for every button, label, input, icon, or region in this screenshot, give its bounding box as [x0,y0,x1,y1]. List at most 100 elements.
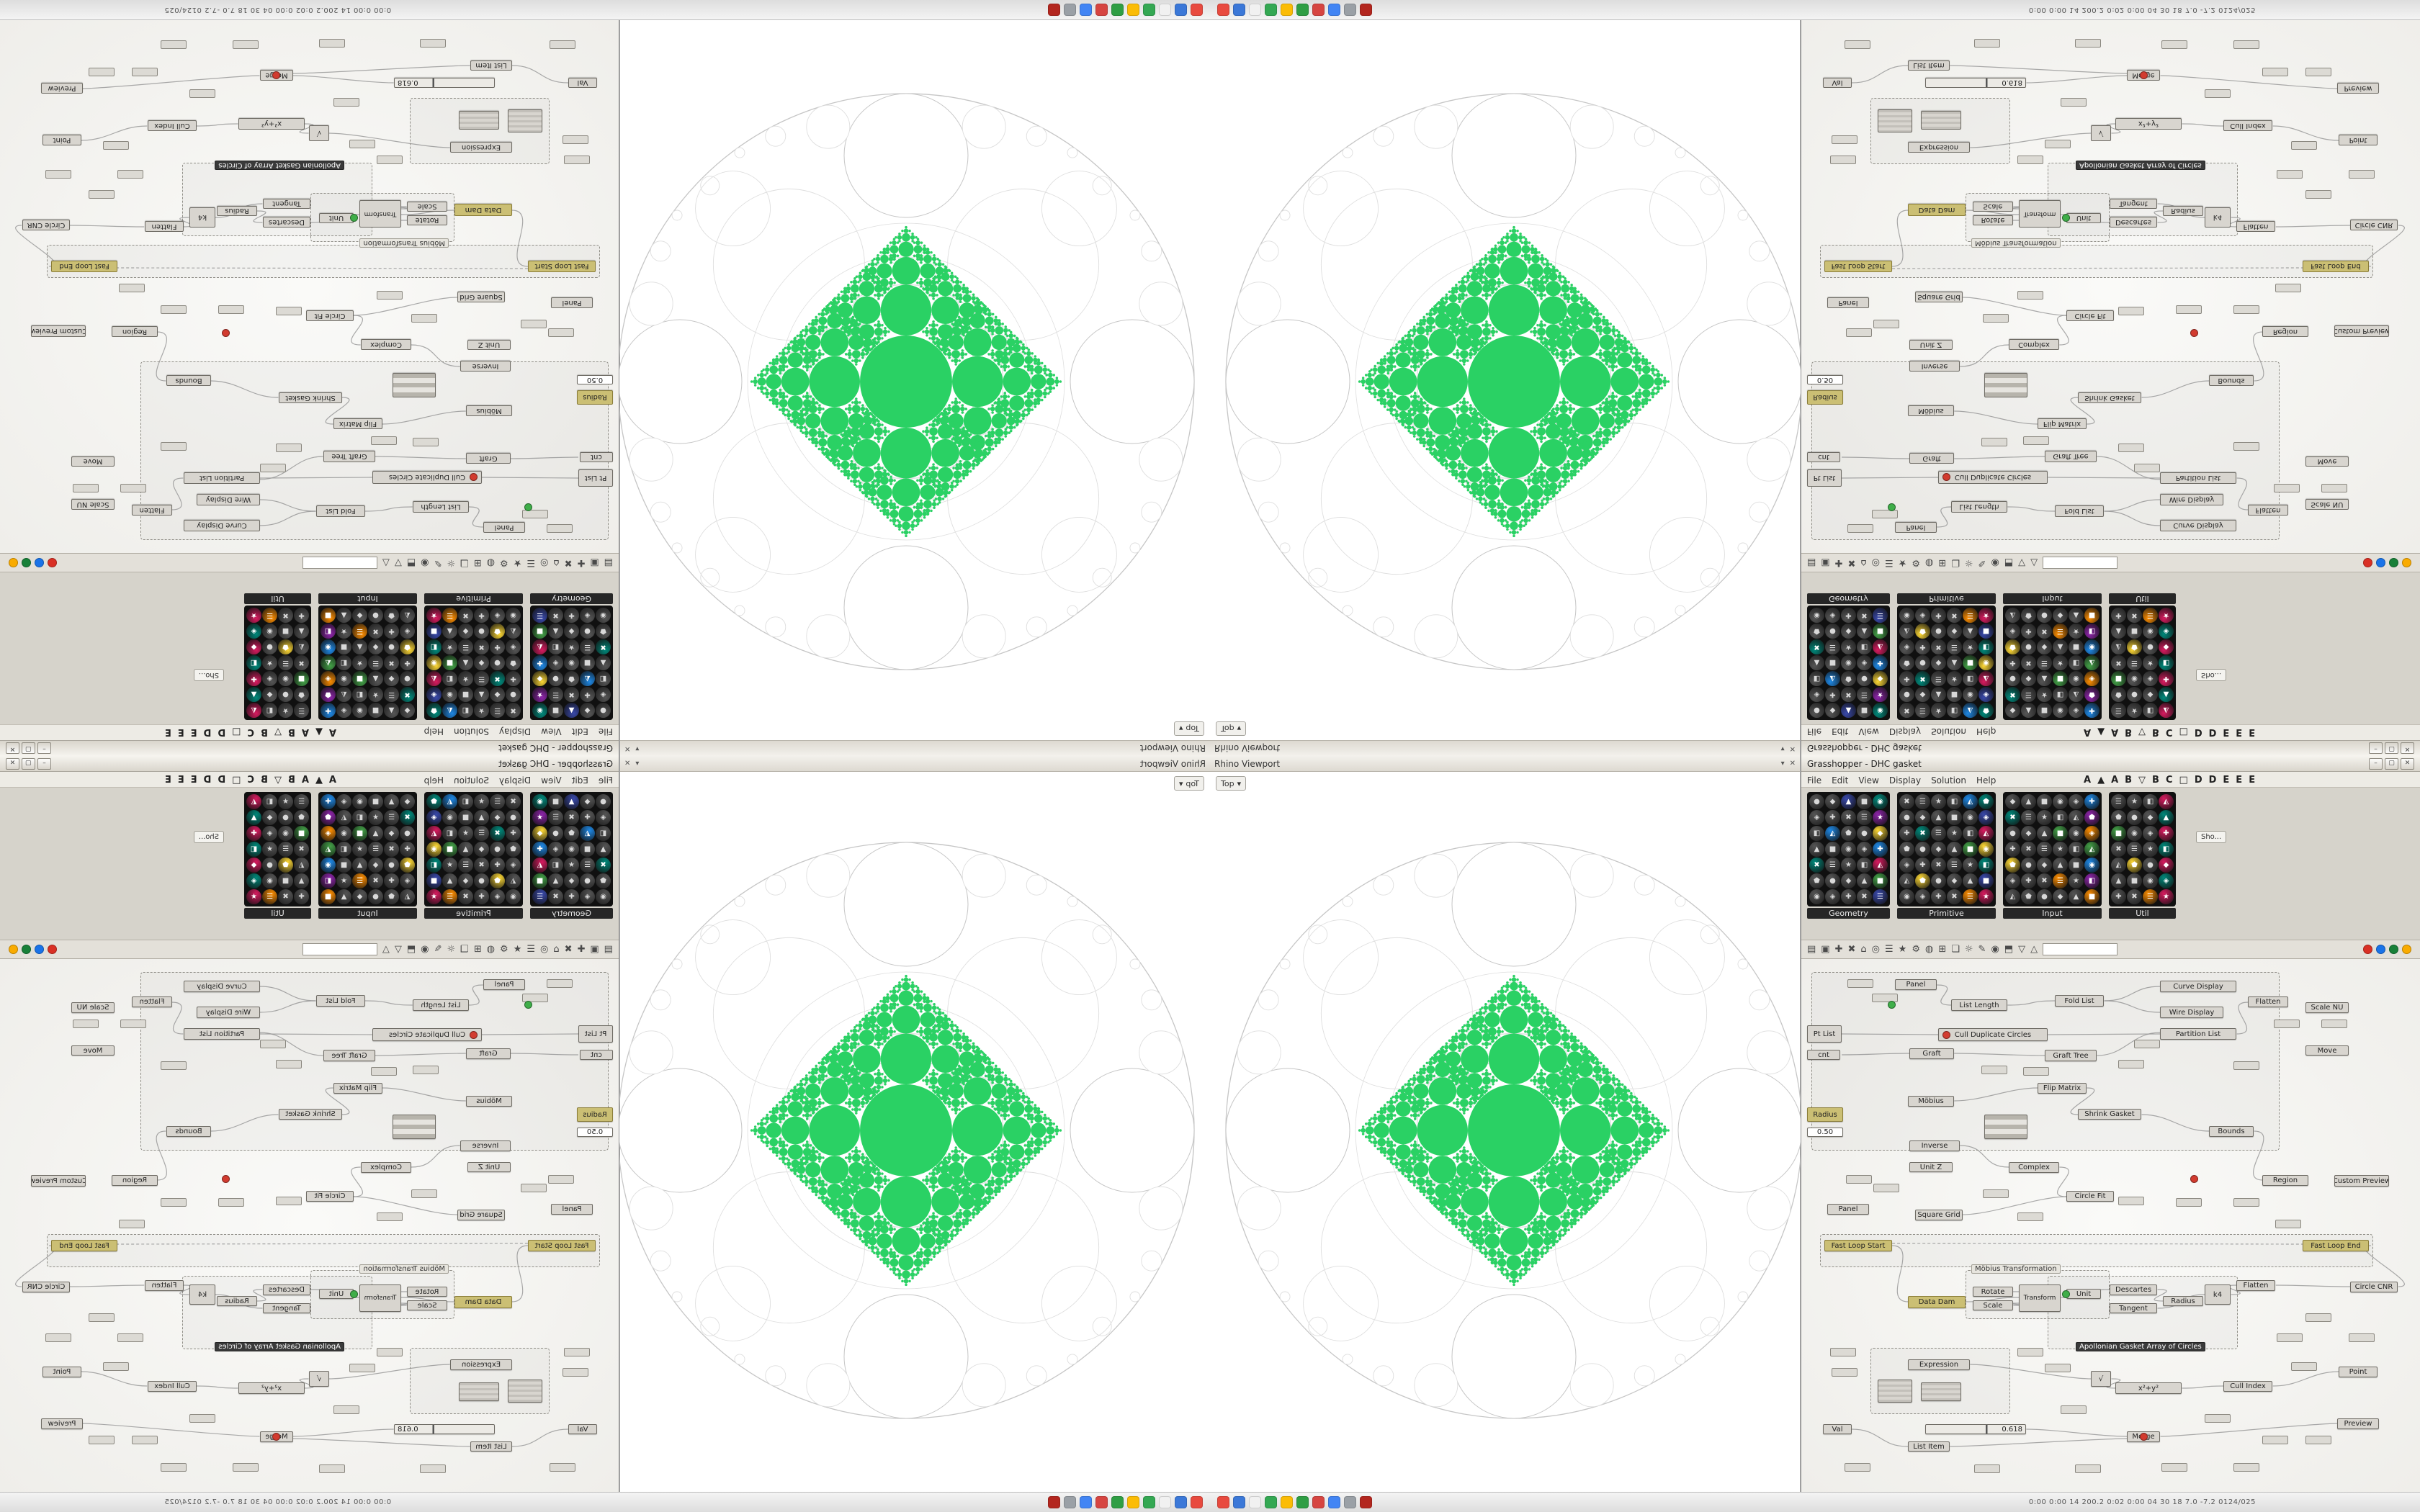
palette-tab-label[interactable]: Input [2003,593,2102,604]
viewport-close-icon[interactable]: ✕ [624,744,631,752]
component-icon[interactable]: ☰ [548,810,563,825]
component-icon[interactable]: ◭ [2005,608,2020,623]
component-icon[interactable]: ◈ [262,826,277,841]
component-icon[interactable]: ⬟ [564,826,579,841]
component-icon[interactable]: ◧ [2143,794,2158,809]
component-icon[interactable]: ◭ [2005,889,2020,904]
palette-tab-label[interactable]: Geometry [530,908,613,919]
display-mode-icon[interactable] [2363,558,2372,567]
component-icon[interactable]: ◧ [426,858,442,873]
gh-node[interactable] [459,1382,499,1401]
component-icon[interactable]: ● [580,873,595,888]
gh-node[interactable] [2023,1067,2049,1076]
component-icon[interactable]: ◧ [2143,703,2158,718]
component-icon[interactable]: ✚ [1915,858,1930,873]
gh-node[interactable]: Move [71,1045,115,1056]
component-icon[interactable]: ◭ [1825,671,1840,686]
gh-node[interactable]: Cull Duplicate Circles [1938,471,2048,484]
gh-node[interactable]: Move [71,456,115,467]
gh-node[interactable] [2017,1212,2043,1221]
viewport-dropdown-icon[interactable]: ▾ [635,744,640,752]
component-icon[interactable]: ◆ [384,671,399,686]
component-icon[interactable]: ◭ [321,842,336,857]
gh-node[interactable]: Bounds [166,1126,211,1137]
palette-tab-label[interactable]: Geometry [1807,908,1890,919]
gh-node[interactable] [2262,68,2288,76]
component-icon[interactable]: ★ [1978,889,1994,904]
gh-node[interactable] [2291,1362,2317,1371]
gh-node[interactable]: Rotate [407,215,447,225]
component-icon[interactable]: ◉ [2143,873,2158,888]
gh-node[interactable]: k4 [189,1284,215,1305]
palette-tab-label[interactable]: Primitive [1897,908,1996,919]
gh-node[interactable]: Circle CNR [2350,1282,2398,1292]
toolbar-letter-button[interactable]: □ [2179,726,2188,738]
component-icon[interactable]: ◆ [580,703,595,718]
gh-node[interactable] [1830,1348,1856,1356]
component-icon[interactable]: ■ [2037,794,2052,809]
component-icon[interactable]: ◆ [2037,639,2052,654]
gh-node[interactable]: Square Grid [1915,1210,1963,1220]
component-icon[interactable]: ★ [474,703,489,718]
gh-node[interactable] [276,1197,302,1205]
toolbar-letter-button[interactable]: ▽ [274,726,282,738]
component-icon[interactable]: ▲ [2069,889,2084,904]
component-icon[interactable]: ◧ [1963,826,1978,841]
taskbar-app-icon[interactable] [1095,4,1108,16]
taskbar-app-icon[interactable] [1191,1496,1203,1508]
menu-display[interactable]: Display [498,775,532,786]
component-icon[interactable]: ◈ [426,810,442,825]
component-icon[interactable]: ⬟ [384,608,399,623]
component-icon[interactable]: ◭ [506,873,521,888]
taskbar-app-icon[interactable] [1360,1496,1372,1508]
gh-node[interactable] [161,40,187,49]
gh-node[interactable] [2176,305,2202,314]
component-icon[interactable]: ★ [2159,608,2174,623]
view-selector[interactable]: Top ▾ [1173,776,1204,791]
gh-node[interactable]: Inverse [460,361,511,372]
gh-node[interactable] [1878,109,1912,132]
component-icon[interactable]: ◈ [336,703,351,718]
component-icon[interactable]: ◉ [321,639,336,654]
toolbar-letter-button[interactable]: B [261,774,268,786]
gh-node[interactable] [2233,1198,2259,1207]
component-icon[interactable]: ▲ [352,639,367,654]
component-icon[interactable]: ✖ [564,687,579,702]
gh-node[interactable]: Bounds [2209,375,2254,386]
component-icon[interactable]: ☰ [532,889,547,904]
palette-tab-label[interactable]: Input [318,908,417,919]
component-icon[interactable]: ✚ [1899,671,1914,686]
component-icon[interactable]: ✖ [490,671,505,686]
component-icon[interactable]: ● [368,889,383,904]
component-icon[interactable]: ▲ [564,794,579,809]
gh-node[interactable]: Graft [466,453,511,464]
component-icon[interactable]: ● [1825,873,1840,888]
component-icon[interactable]: ◆ [400,703,415,718]
menu-edit[interactable]: Edit [1832,775,1849,786]
component-icon[interactable]: ✖ [384,655,399,670]
component-icon[interactable]: ⬟ [2005,858,2020,873]
gh-node[interactable]: Curve Display [2160,520,2236,531]
gh-node[interactable] [2277,1333,2303,1342]
component-icon[interactable]: ◉ [596,889,611,904]
component-icon[interactable]: ☰ [1857,687,1872,702]
component-icon[interactable]: ■ [1873,624,1888,639]
gh-node[interactable] [550,40,575,49]
toolbar-letter-button[interactable]: E [177,774,184,786]
gh-node[interactable] [132,68,158,76]
component-icon[interactable]: ✖ [2111,842,2126,857]
gh-node[interactable]: Fold List [2055,505,2104,517]
component-icon[interactable]: ■ [368,794,383,809]
component-icon[interactable]: ▲ [2111,624,2126,639]
component-icon[interactable]: ✚ [1841,889,1856,904]
gh-node[interactable] [2134,464,2160,472]
component-icon[interactable]: ☰ [278,655,293,670]
gh-node[interactable] [1983,314,2009,323]
component-icon[interactable]: ★ [1947,826,1962,841]
component-icon[interactable]: ◧ [352,810,367,825]
gh-node[interactable]: Point [2339,1367,2378,1377]
component-icon[interactable]: ◉ [321,858,336,873]
viewport-titlebar[interactable]: Rhino Viewport ▾ ✕ [620,740,1210,756]
component-icon[interactable]: ▲ [368,671,383,686]
palette-tab-label[interactable]: Primitive [424,593,523,604]
